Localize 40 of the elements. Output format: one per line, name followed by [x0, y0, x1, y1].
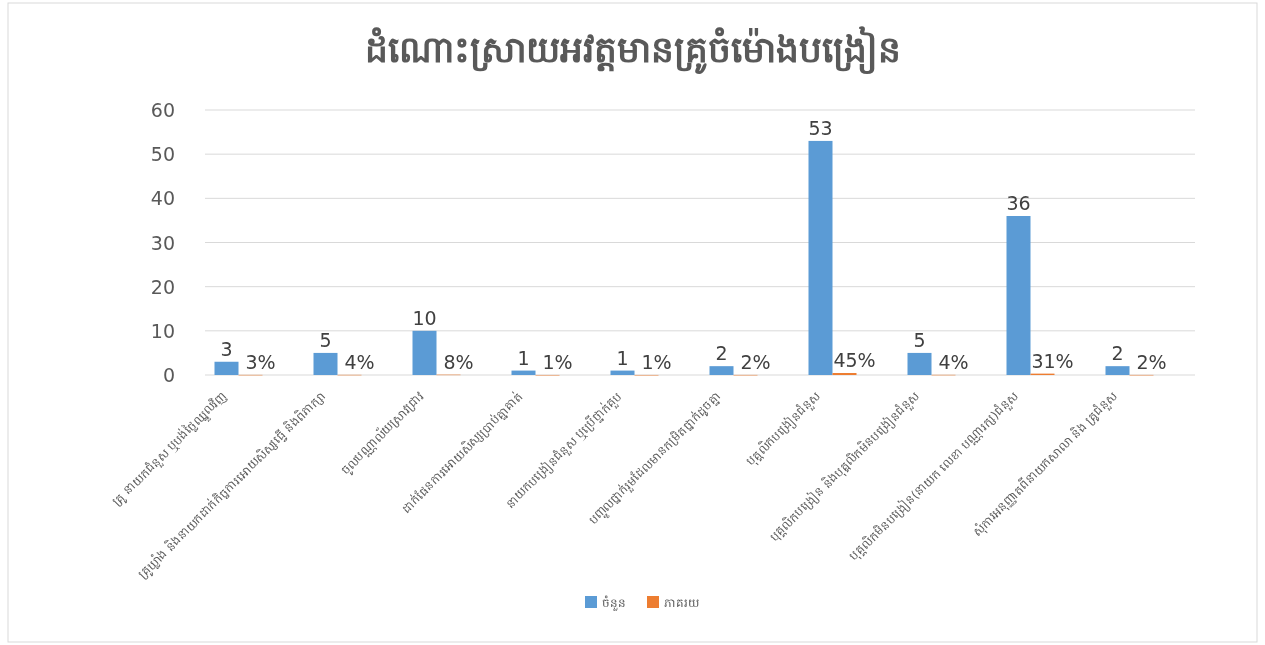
bar	[610, 370, 635, 375]
bar	[1105, 366, 1130, 375]
data-label: 36	[1006, 192, 1031, 214]
bar	[412, 330, 437, 375]
y-tick-label: 60	[150, 99, 175, 121]
data-label: 53	[808, 116, 833, 139]
bar	[709, 366, 734, 375]
bar	[313, 352, 338, 375]
data-label: 2%	[1136, 350, 1167, 373]
data-label: 1	[616, 346, 629, 369]
bar	[214, 361, 239, 375]
data-label: 5	[319, 328, 332, 351]
data-label: 2	[1111, 342, 1124, 365]
bar	[808, 140, 833, 375]
data-label: 4%	[344, 350, 375, 373]
data-label: 31%	[1031, 349, 1074, 372]
data-label: 5	[913, 328, 926, 351]
bar	[511, 370, 536, 375]
data-label: 2	[715, 342, 728, 365]
data-label: 1%	[542, 350, 573, 373]
y-tick-label: 50	[150, 143, 175, 166]
legend-label: ចំនួន	[602, 595, 626, 611]
bar	[1006, 216, 1031, 375]
y-tick-label: 40	[150, 187, 175, 210]
data-label: 3	[220, 337, 233, 360]
legend-label: ភាគរយ	[664, 596, 699, 610]
y-tick-label: 10	[150, 319, 175, 342]
data-label: 10	[412, 306, 437, 329]
y-tick-label: 30	[150, 231, 175, 254]
data-label: 3%	[245, 350, 276, 373]
chart-title: ដំណោះស្រាយអវត្តមានគ្រូចំម៉ោងបង្រៀន	[364, 26, 901, 74]
data-label: 45%	[833, 349, 876, 372]
data-label: 2%	[740, 350, 771, 373]
y-tick-label: 20	[150, 275, 175, 298]
data-label: 1%	[641, 350, 672, 373]
data-label: 1	[517, 346, 530, 369]
data-label: 8%	[443, 350, 474, 373]
y-tick-label: 0	[162, 364, 175, 386]
bar	[907, 352, 932, 375]
data-label: 4%	[938, 350, 969, 373]
